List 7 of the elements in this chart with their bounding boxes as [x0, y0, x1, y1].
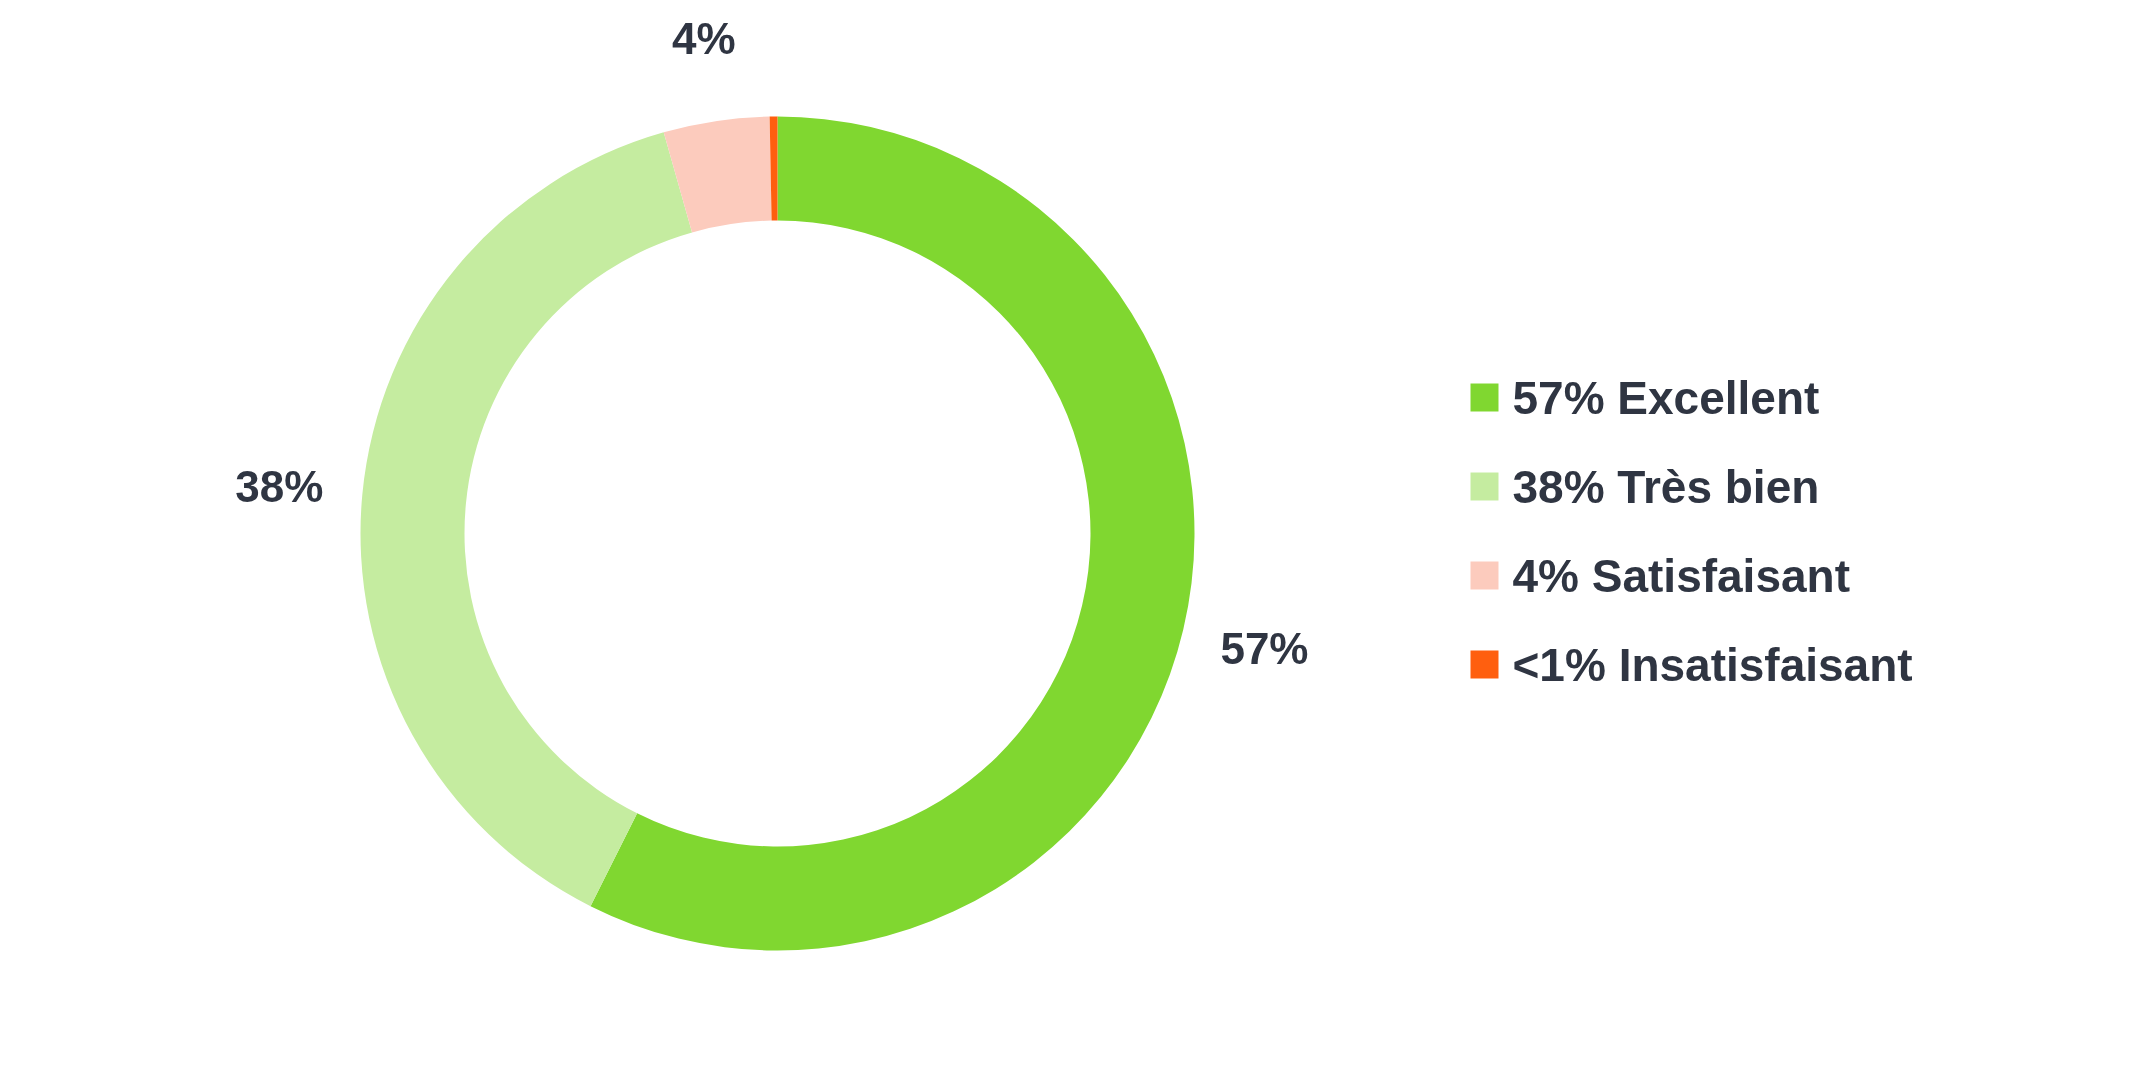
legend-label: 57% Excellent: [1512, 371, 1820, 424]
legend-label: <1% Insatisfaisant: [1512, 638, 1913, 691]
data-label: 38%: [235, 461, 324, 511]
data-label: 4%: [672, 14, 736, 64]
legend-label: 38% Très bien: [1512, 460, 1820, 513]
data-label: 57%: [1220, 624, 1309, 674]
legend-label: 4% Satisfaisant: [1512, 549, 1850, 602]
